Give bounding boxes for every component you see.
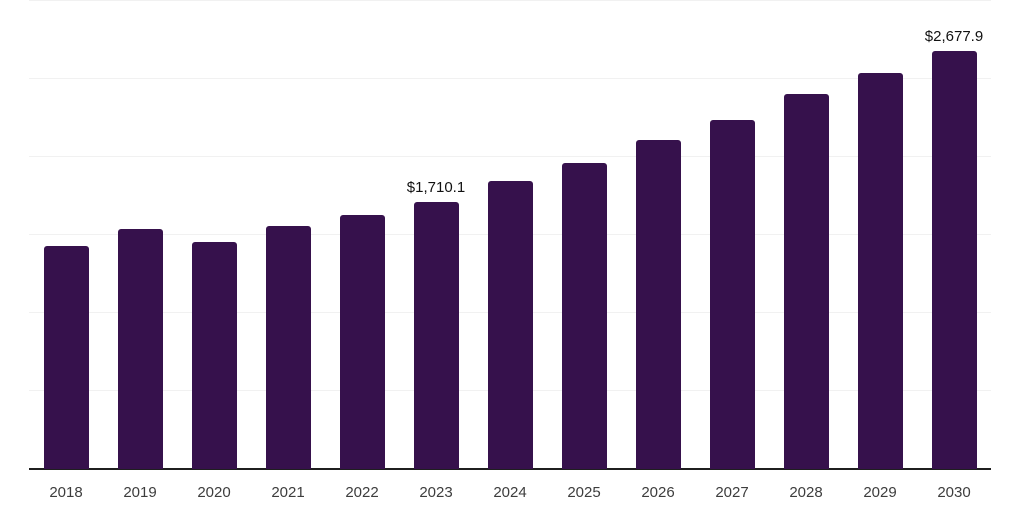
gridline [29,78,991,79]
bar [783,94,829,469]
bar [857,73,903,469]
bar-value-label: $2,677.9 [924,28,984,46]
bar [191,241,237,469]
x-axis-label: 2021 [271,484,305,501]
bar [339,215,385,469]
x-axis-label: 2019 [123,484,157,501]
bar-slot [695,1,769,469]
bar [561,162,607,469]
x-axis-label: 2024 [493,484,527,501]
bar [117,228,163,469]
bar-slot [29,1,103,469]
x-axis-label: 2025 [567,484,601,501]
bar [265,225,311,469]
x-axis-labels: 2018 2019 2020 2021 2022 2023 2024 2025 2026 2027… [29,485,991,500]
bar-value-label: $1,710.1 [406,179,466,197]
bar-slot [473,1,547,469]
bar [413,202,459,469]
bar-slot [177,1,251,469]
bar [487,181,533,469]
gridline [29,0,991,1]
x-axis-line [29,468,991,470]
bar-slot [621,1,695,469]
bar [635,140,681,469]
x-axis-label: 2026 [641,484,675,501]
chart-plot-area: $1,710.1 $2,677.9 2018 2019 2020 2021 2022 202… [29,0,991,512]
bar [43,245,89,469]
x-axis-label: 2020 [197,484,231,501]
bars-row: $1,710.1 $2,677.9 [29,1,991,469]
x-axis-label: 2028 [789,484,823,501]
x-axis-label: 2030 [937,484,971,501]
x-axis-label: 2027 [715,484,749,501]
x-axis-label: 2022 [345,484,379,501]
x-axis-label: 2023 [419,484,453,501]
bar-slot [251,1,325,469]
bar [709,120,755,469]
x-axis-label: 2029 [863,484,897,501]
gridline [29,156,991,157]
bar-slot: $2,677.9 [917,1,991,469]
bar-slot [325,1,399,469]
bar [931,51,977,469]
bar-slot: $1,710.1 [399,1,473,469]
bar-slot [769,1,843,469]
bar-slot [843,1,917,469]
x-axis-label: 2018 [49,484,83,501]
bar-slot [547,1,621,469]
bar-slot [103,1,177,469]
